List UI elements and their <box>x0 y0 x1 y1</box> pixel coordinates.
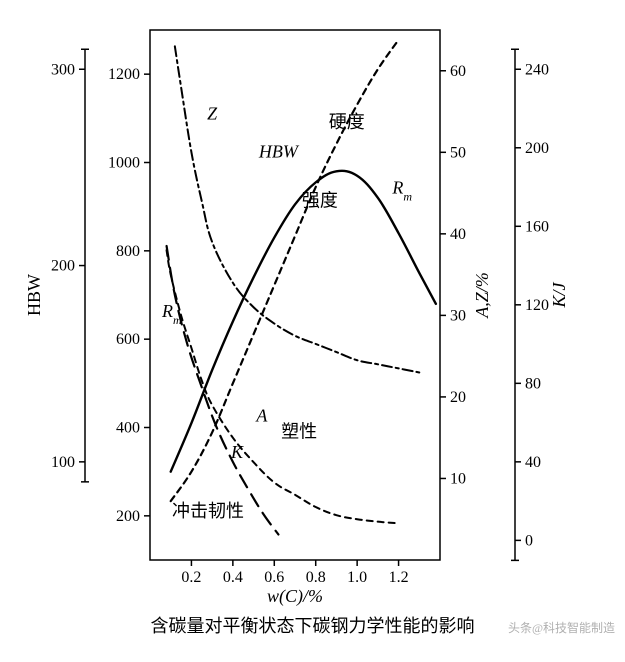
chart-container: 0.20.40.60.81.01.2w(C)/%100200300HBW2004… <box>0 0 625 662</box>
y-tick-label-Rm: 600 <box>116 331 140 348</box>
curve-side-label-Rm_curve: 强度 <box>302 191 338 211</box>
y-tick-label-Rm: 800 <box>116 243 140 260</box>
y-tick-label-AZ: 30 <box>450 307 466 324</box>
y-axis-label-AZ: A,Z/% <box>472 272 492 319</box>
y-tick-label-AZ: 40 <box>450 226 466 243</box>
y-tick-label-K: 200 <box>525 140 549 157</box>
y-tick-label-AZ: 20 <box>450 389 466 406</box>
curve-side-label-A_curve: 塑性 <box>281 422 317 442</box>
y-tick-label-AZ: 60 <box>450 63 466 80</box>
y-tick-label-K: 0 <box>525 532 533 549</box>
y-tick-label-K: 120 <box>525 297 549 314</box>
x-tick-label: 1.2 <box>389 569 409 586</box>
chart-svg: 0.20.40.60.81.01.2w(C)/%100200300HBW2004… <box>0 0 625 662</box>
y-tick-label-HBW: 200 <box>51 258 75 275</box>
y-tick-label-HBW: 100 <box>51 454 75 471</box>
y-tick-label-K: 80 <box>525 375 541 392</box>
curve-side-label-K_curve: 冲击韧性 <box>172 501 244 521</box>
y-tick-label-HBW: 300 <box>51 61 75 78</box>
y-tick-label-K: 160 <box>525 218 549 235</box>
y-axis-label-HBW: HBW <box>24 274 44 316</box>
x-tick-label: 0.2 <box>181 569 201 586</box>
x-tick-label: 1.0 <box>347 569 367 586</box>
x-tick-label: 0.6 <box>264 569 284 586</box>
y-tick-label-K: 240 <box>525 61 549 78</box>
y-axis-label-K: K/J <box>549 281 569 308</box>
caption: 含碳量对平衡状态下碳钢力学性能的影响 <box>151 616 475 636</box>
curve-label-K_curve: K <box>230 442 244 462</box>
watermark: 头条@科技智能制造 <box>508 620 615 635</box>
bg <box>0 0 625 662</box>
y-tick-label-Rm: 1200 <box>108 66 140 83</box>
curve-side-label-HBW_curve: 硬度 <box>329 112 365 132</box>
x-axis-label: w(C)/% <box>267 586 323 607</box>
curve-label-A_curve: A <box>255 405 268 425</box>
y-tick-label-K: 40 <box>525 454 541 471</box>
x-tick-label: 0.4 <box>223 569 243 586</box>
y-tick-label-Rm: 400 <box>116 420 140 437</box>
x-tick-label: 0.8 <box>306 569 326 586</box>
y-tick-label-Rm: 200 <box>116 508 140 525</box>
y-tick-label-AZ: 10 <box>450 470 466 487</box>
curve-label-HBW_curve: HBW <box>258 142 300 162</box>
curve-label-Z_curve: Z <box>207 104 218 124</box>
y-tick-label-AZ: 50 <box>450 144 466 161</box>
y-tick-label-Rm: 1000 <box>108 155 140 172</box>
